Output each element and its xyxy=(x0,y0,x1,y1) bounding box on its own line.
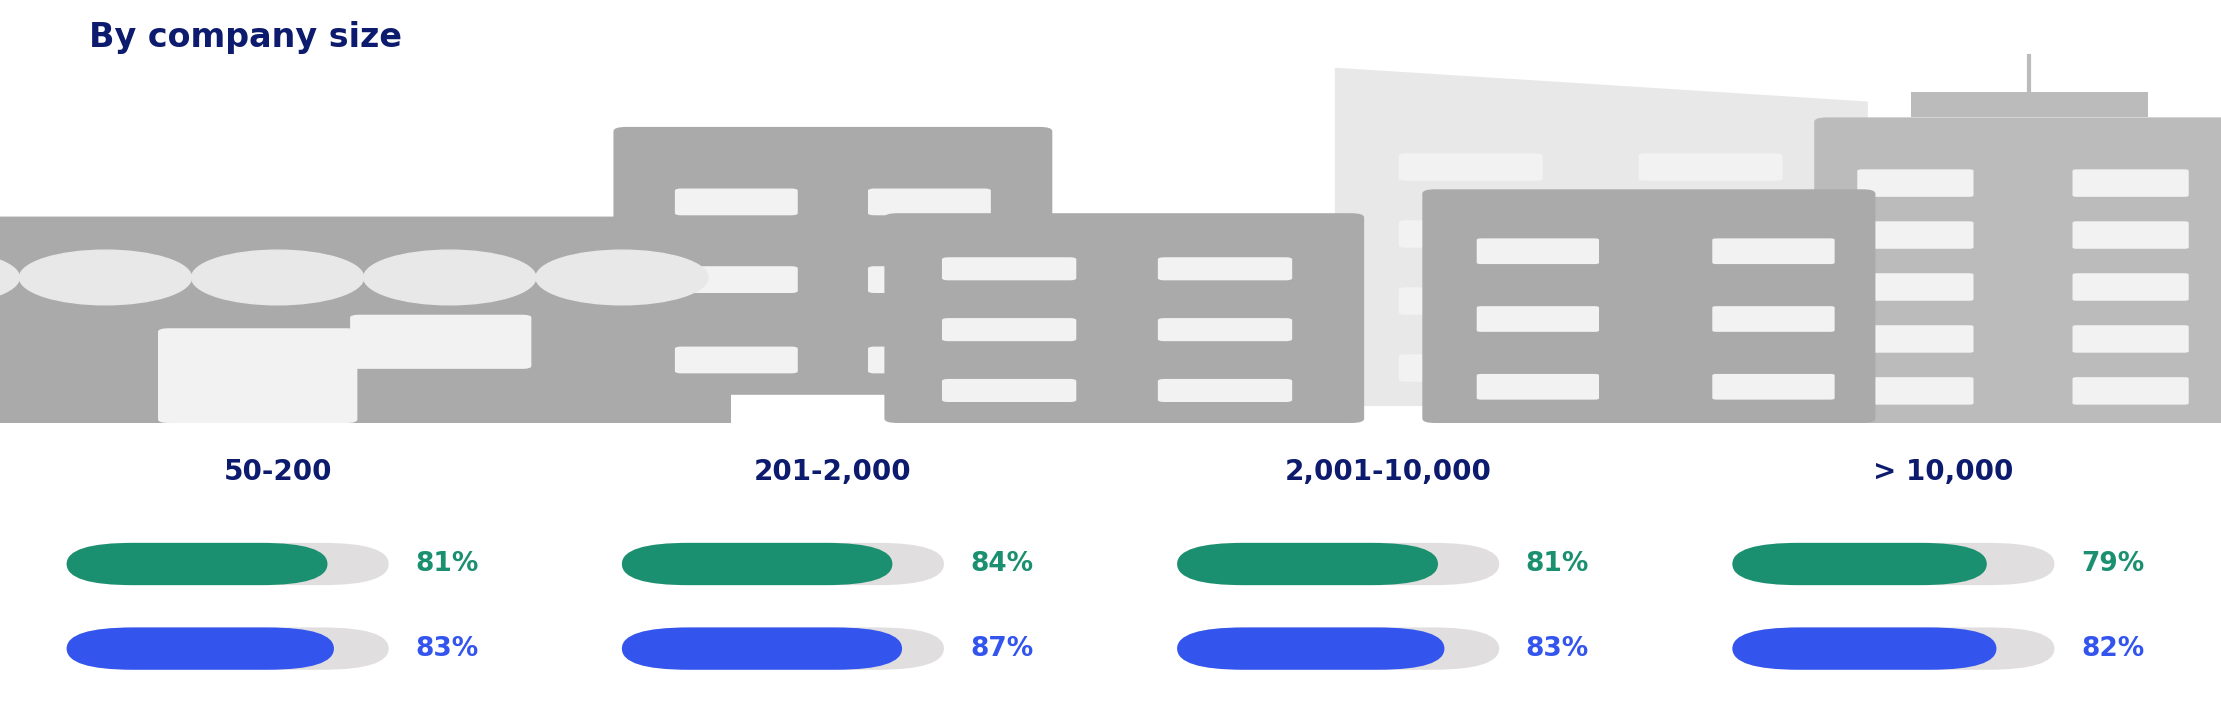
FancyBboxPatch shape xyxy=(2190,381,2221,403)
FancyBboxPatch shape xyxy=(1177,627,1499,670)
FancyBboxPatch shape xyxy=(868,188,991,215)
FancyBboxPatch shape xyxy=(1639,220,1783,247)
FancyBboxPatch shape xyxy=(67,543,326,585)
FancyBboxPatch shape xyxy=(2072,274,2188,301)
FancyBboxPatch shape xyxy=(1857,377,1974,405)
FancyBboxPatch shape xyxy=(158,329,358,423)
Circle shape xyxy=(191,250,364,305)
FancyBboxPatch shape xyxy=(0,271,731,423)
FancyBboxPatch shape xyxy=(622,627,944,670)
FancyBboxPatch shape xyxy=(2072,169,2188,197)
FancyBboxPatch shape xyxy=(613,127,1053,395)
FancyBboxPatch shape xyxy=(2148,225,2221,423)
FancyBboxPatch shape xyxy=(868,347,991,374)
FancyBboxPatch shape xyxy=(1732,627,2054,670)
FancyBboxPatch shape xyxy=(1712,306,1835,332)
Text: 201-2,000: 201-2,000 xyxy=(755,458,911,486)
FancyBboxPatch shape xyxy=(1639,288,1783,314)
FancyBboxPatch shape xyxy=(622,543,944,585)
FancyBboxPatch shape xyxy=(1477,374,1599,400)
Circle shape xyxy=(20,250,191,305)
Polygon shape xyxy=(1335,68,1868,406)
FancyBboxPatch shape xyxy=(1477,306,1599,332)
FancyBboxPatch shape xyxy=(1157,257,1293,281)
FancyBboxPatch shape xyxy=(1399,355,1544,381)
FancyBboxPatch shape xyxy=(1157,379,1293,402)
Text: 79%: 79% xyxy=(2081,551,2143,577)
FancyBboxPatch shape xyxy=(1857,274,1974,301)
FancyBboxPatch shape xyxy=(622,543,893,585)
FancyBboxPatch shape xyxy=(1399,153,1544,180)
FancyBboxPatch shape xyxy=(1732,543,2054,585)
FancyBboxPatch shape xyxy=(1712,374,1835,400)
FancyBboxPatch shape xyxy=(67,627,389,670)
FancyBboxPatch shape xyxy=(1857,221,1974,249)
Text: 82%: 82% xyxy=(2081,636,2143,661)
FancyBboxPatch shape xyxy=(1477,238,1599,264)
Text: 83%: 83% xyxy=(415,636,478,661)
FancyBboxPatch shape xyxy=(67,543,389,585)
FancyBboxPatch shape xyxy=(1421,189,1875,423)
FancyBboxPatch shape xyxy=(1857,169,1974,197)
Text: 84%: 84% xyxy=(971,551,1033,577)
FancyBboxPatch shape xyxy=(67,627,333,670)
FancyBboxPatch shape xyxy=(2072,221,2188,249)
Text: 87%: 87% xyxy=(971,636,1033,661)
FancyBboxPatch shape xyxy=(1732,627,1997,670)
FancyBboxPatch shape xyxy=(1732,543,1988,585)
FancyBboxPatch shape xyxy=(1639,355,1783,381)
Text: 81%: 81% xyxy=(1526,551,1590,577)
FancyBboxPatch shape xyxy=(1910,92,2148,117)
Text: > 10,000: > 10,000 xyxy=(1872,458,2014,486)
FancyBboxPatch shape xyxy=(675,266,797,293)
FancyBboxPatch shape xyxy=(622,627,902,670)
FancyBboxPatch shape xyxy=(1639,153,1783,180)
FancyBboxPatch shape xyxy=(1712,238,1835,264)
FancyBboxPatch shape xyxy=(2190,266,2221,288)
FancyBboxPatch shape xyxy=(1399,220,1544,247)
Text: 81%: 81% xyxy=(415,551,480,577)
FancyBboxPatch shape xyxy=(1815,117,2221,423)
FancyBboxPatch shape xyxy=(942,379,1077,402)
Circle shape xyxy=(535,250,708,305)
FancyBboxPatch shape xyxy=(942,257,1077,281)
FancyBboxPatch shape xyxy=(1177,627,1444,670)
FancyBboxPatch shape xyxy=(1157,318,1293,341)
FancyBboxPatch shape xyxy=(1177,543,1437,585)
Text: 50-200: 50-200 xyxy=(224,458,331,486)
FancyBboxPatch shape xyxy=(2072,377,2188,405)
Circle shape xyxy=(364,250,535,305)
Polygon shape xyxy=(0,216,775,278)
FancyBboxPatch shape xyxy=(868,266,991,293)
FancyBboxPatch shape xyxy=(884,213,1364,423)
FancyBboxPatch shape xyxy=(2190,324,2221,346)
FancyBboxPatch shape xyxy=(2072,325,2188,352)
Text: 2,001-10,000: 2,001-10,000 xyxy=(1284,458,1493,486)
FancyBboxPatch shape xyxy=(1399,288,1544,314)
FancyBboxPatch shape xyxy=(942,318,1077,341)
Text: 83%: 83% xyxy=(1526,636,1588,661)
FancyBboxPatch shape xyxy=(351,314,531,369)
FancyBboxPatch shape xyxy=(1177,543,1499,585)
Circle shape xyxy=(0,250,20,305)
FancyBboxPatch shape xyxy=(1857,325,1974,352)
Text: By company size: By company size xyxy=(89,21,402,54)
FancyBboxPatch shape xyxy=(675,347,797,374)
FancyBboxPatch shape xyxy=(675,188,797,215)
